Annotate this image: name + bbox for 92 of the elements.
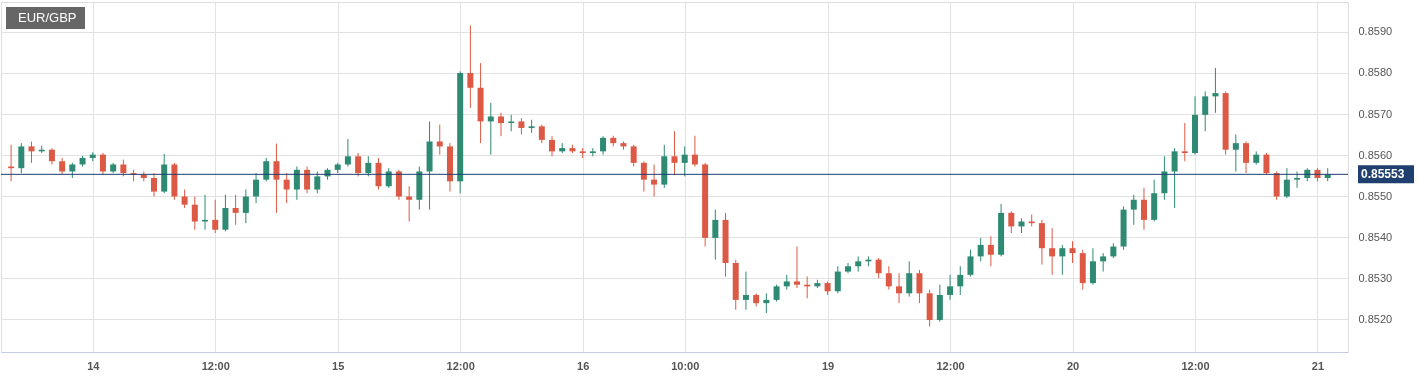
candlestick: [202, 194, 209, 231]
candlestick: [967, 249, 974, 277]
candlestick: [18, 142, 25, 174]
candlestick: [1140, 187, 1147, 231]
candlestick: [763, 292, 770, 314]
candlestick: [1263, 152, 1270, 176]
candlestick: [1181, 122, 1188, 162]
x-tick-label: 19: [821, 359, 835, 372]
candlestick: [957, 265, 964, 296]
candlestick: [987, 235, 994, 267]
x-tick-label: 12:00: [201, 359, 230, 372]
candlestick: [1100, 252, 1107, 273]
candlestick: [253, 172, 260, 204]
candlestick: [1049, 227, 1056, 276]
ref-line-label: 0.85553: [1361, 167, 1405, 182]
x-tick-label: 15: [332, 359, 345, 372]
candlestick: [273, 143, 280, 214]
candlestick: [1161, 155, 1168, 201]
candlestick: [651, 163, 658, 197]
candlestick: [875, 257, 882, 279]
candlestick: [181, 189, 188, 209]
candlestick: [1059, 244, 1066, 276]
candlestick: [365, 155, 372, 177]
candlestick: [1283, 167, 1290, 199]
candlestick: [712, 209, 719, 261]
candlestick: [691, 135, 698, 168]
candlestick: [1089, 247, 1096, 286]
candlestick: [906, 260, 913, 298]
x-tick-label: 16: [577, 359, 590, 372]
candlestick: [385, 167, 392, 189]
candlestick: [916, 269, 923, 304]
candlestick: [671, 130, 678, 176]
candlestick: [600, 135, 607, 156]
candlestick: [793, 246, 800, 289]
x-tick-label: 12:00: [1181, 359, 1210, 372]
y-tick-label: 0.8530: [1358, 271, 1393, 284]
candlestick: [896, 272, 903, 304]
x-tick-label: 12:00: [936, 359, 965, 372]
x-tick-label: 12:00: [446, 359, 475, 372]
candlestick: [467, 24, 474, 109]
candlestick: [375, 157, 382, 191]
candlestick: [1294, 170, 1301, 189]
candlestick: [1008, 210, 1015, 234]
candlestick: [191, 195, 198, 231]
candlestick: [1130, 194, 1137, 226]
candlestick: [977, 237, 984, 262]
candlestick: [1243, 141, 1250, 174]
y-tick-label: 0.8540: [1358, 230, 1393, 243]
candlestick: [589, 147, 596, 157]
candlestick: [314, 170, 321, 194]
candlestick: [487, 102, 494, 156]
candlestick: [1273, 170, 1280, 201]
candlestick: [222, 194, 229, 232]
candlestick: [242, 189, 249, 224]
candlestick: [681, 145, 688, 177]
y-tick-label: 0.8520: [1358, 312, 1393, 325]
candlestick: [99, 152, 106, 176]
candlestick: [212, 199, 219, 234]
candlestick: [538, 124, 545, 144]
y-tick-label: 0.8580: [1358, 66, 1393, 79]
x-tick-label: 20: [1066, 359, 1080, 372]
candlestick: [630, 144, 637, 168]
x-tick-label: 21: [1311, 359, 1325, 372]
candlestick: [263, 157, 270, 182]
candlestick: [232, 194, 239, 226]
candlestick: [1069, 240, 1076, 264]
y-tick-label: 0.8590: [1358, 25, 1393, 38]
candlestick: [834, 265, 841, 294]
y-tick-label: 0.8550: [1358, 189, 1393, 202]
candlestick: [742, 271, 749, 311]
candlestick: [640, 160, 647, 193]
candlestick: [1171, 147, 1178, 209]
candlestick: [304, 166, 311, 194]
candlestick: [498, 112, 504, 137]
candlestick: [293, 166, 300, 201]
text: EUR/GBP: [18, 10, 77, 25]
candlestick: [344, 138, 351, 168]
candlestick: [549, 135, 556, 157]
x-tick-label: 14: [87, 359, 101, 372]
y-tick-label: 0.8560: [1358, 148, 1393, 161]
y-tick-label: 0.8570: [1358, 107, 1393, 120]
candlestick: [1212, 67, 1219, 114]
candlestick: [283, 172, 290, 204]
candlestick: [150, 172, 157, 197]
candlestick: [355, 152, 362, 177]
candlestick: [28, 141, 35, 164]
candlestick: [1202, 90, 1209, 132]
candlestick: [885, 265, 892, 291]
candlestick: [1232, 134, 1239, 172]
candlestick: [406, 185, 413, 223]
candlestick: [947, 274, 954, 301]
x-tick-label: 10:00: [671, 359, 700, 372]
